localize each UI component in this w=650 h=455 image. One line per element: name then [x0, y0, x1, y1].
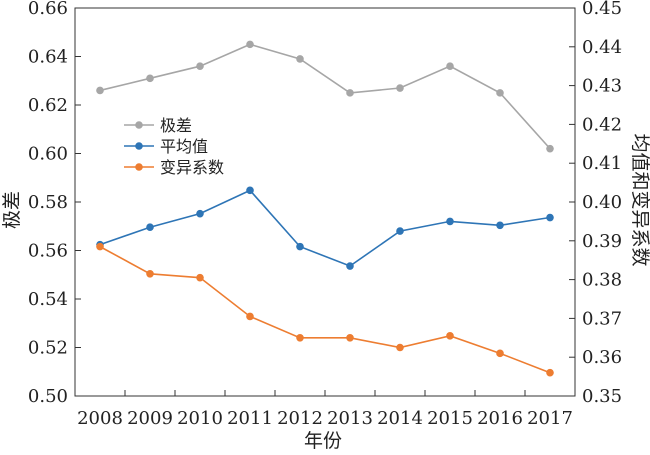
- x-tick-label: 2008: [77, 408, 123, 429]
- data-point: [296, 334, 304, 342]
- data-point: [346, 89, 354, 97]
- data-point: [196, 209, 204, 218]
- data-point: [546, 213, 554, 222]
- right-tick-label: 0.37: [582, 308, 622, 329]
- legend-label: 平均值: [160, 137, 208, 156]
- right-tick-label: 0.41: [582, 153, 622, 174]
- data-point: [446, 62, 454, 70]
- data-point: [496, 89, 504, 97]
- data-point: [246, 312, 254, 321]
- series-line: [99, 189, 551, 267]
- series-layer: [96, 40, 554, 377]
- left-tick-label: 0.56: [28, 241, 68, 262]
- data-point: [96, 86, 104, 95]
- legend-item: 平均值: [124, 137, 208, 156]
- data-point: [246, 186, 254, 195]
- data-point: [496, 349, 504, 358]
- x-tick-label: 2009: [127, 408, 173, 429]
- data-point: [446, 217, 454, 226]
- data-point: [396, 343, 404, 352]
- x-tick-label: 2010: [177, 408, 223, 429]
- data-point: [146, 74, 154, 83]
- x-tick-label: 2012: [277, 408, 323, 429]
- data-point: [246, 40, 254, 49]
- x-tick-label: 2015: [427, 408, 473, 429]
- right-tick-label: 0.40: [582, 192, 622, 213]
- left-tick-label: 0.50: [28, 386, 68, 407]
- data-point: [546, 144, 554, 153]
- data-point: [396, 227, 404, 235]
- legend-marker: [135, 121, 143, 129]
- data-point: [546, 368, 554, 377]
- left-tick-label: 0.52: [28, 338, 68, 359]
- x-axis: 2008 2009 2010 2011 2012 2013 2014 2015 2016 2017: [77, 390, 573, 429]
- data-point: [146, 223, 154, 232]
- legend-item: 变异系数: [124, 158, 224, 177]
- right-tick-label: 0.42: [582, 114, 622, 135]
- data-point: [296, 242, 304, 251]
- x-tick-label: 2013: [327, 408, 373, 429]
- data-point: [196, 62, 204, 70]
- series-line: [99, 245, 551, 374]
- legend-label: 变异系数: [160, 158, 224, 177]
- series-1: [96, 186, 554, 270]
- data-point: [446, 332, 454, 340]
- left-tick-label: 0.64: [28, 47, 68, 68]
- right-y-axis: 0.35 0.36 0.37 0.38 0.39 0.40 0.41 0.42 0.43 0.44…: [569, 0, 622, 407]
- left-tick-label: 0.66: [28, 0, 68, 19]
- data-point: [346, 262, 354, 270]
- data-point: [146, 269, 154, 278]
- right-tick-label: 0.38: [582, 270, 622, 291]
- left-y-axis-title: 极差: [1, 191, 23, 229]
- data-point: [96, 242, 104, 251]
- legend-marker: [135, 163, 143, 171]
- right-tick-label: 0.44: [582, 37, 622, 58]
- series-0: [96, 40, 554, 153]
- x-axis-title: 年份: [304, 430, 342, 452]
- x-tick-label: 2014: [377, 408, 423, 429]
- x-tick-label: 2016: [477, 408, 523, 429]
- left-y-axis: 0.50 0.52 0.54 0.56 0.58 0.60 0.62 0.64 0.66: [28, 0, 81, 407]
- data-point: [396, 84, 404, 92]
- data-point: [296, 55, 304, 63]
- right-tick-label: 0.36: [582, 347, 622, 368]
- right-tick-label: 0.39: [582, 231, 622, 252]
- x-tick-label: 2011: [227, 408, 273, 429]
- legend-label: 极差: [160, 116, 192, 135]
- x-tick-label: 2017: [527, 408, 573, 429]
- left-tick-label: 0.54: [28, 289, 68, 310]
- data-point: [346, 334, 354, 342]
- left-tick-label: 0.62: [28, 95, 68, 116]
- right-tick-label: 0.43: [582, 76, 622, 97]
- series-line: [99, 43, 551, 150]
- right-tick-label: 0.35: [582, 386, 622, 407]
- legend-item: 极差: [124, 116, 192, 135]
- left-tick-label: 0.60: [28, 144, 68, 165]
- data-point: [496, 221, 504, 230]
- right-tick-label: 0.45: [582, 0, 622, 19]
- data-point: [196, 273, 204, 282]
- series-2: [96, 242, 554, 377]
- left-tick-label: 0.58: [28, 192, 68, 213]
- right-y-axis-title: 均值和变异系数: [629, 133, 650, 266]
- legend-marker: [135, 142, 143, 150]
